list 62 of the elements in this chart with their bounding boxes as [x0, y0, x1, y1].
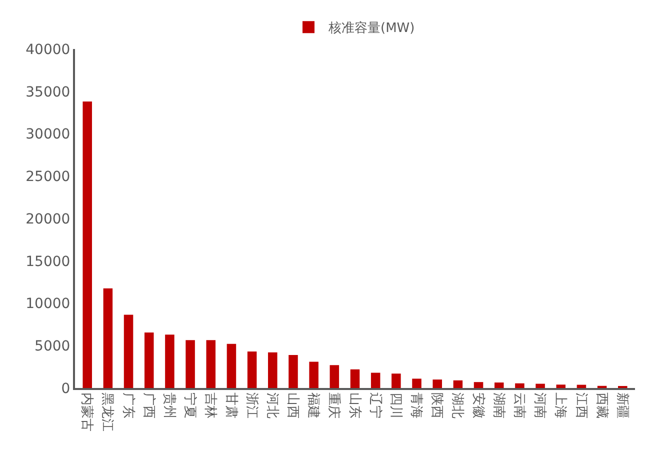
x-tick-label: 江西	[573, 392, 588, 419]
y-tick-label: 0	[61, 380, 70, 397]
bar	[515, 383, 524, 388]
x-tick-label: 内蒙古	[79, 392, 94, 432]
x-tick-label: 辽宁	[367, 392, 384, 419]
bar	[124, 314, 134, 388]
bar	[576, 384, 586, 388]
x-tick-label: 陕西	[429, 392, 444, 419]
x-tick-label: 四川	[388, 392, 403, 419]
x-tick-label: 湖南	[490, 392, 506, 419]
y-tick-label: 25000	[26, 169, 70, 186]
x-tick-label: 云南	[511, 392, 526, 419]
x-tick-label: 安徽	[470, 392, 486, 419]
bar	[288, 354, 298, 388]
x-tick-label: 广东	[120, 392, 136, 419]
x-tick-label: 山东	[346, 392, 362, 419]
x-tick-label: 山西	[285, 392, 300, 419]
bar	[453, 380, 463, 388]
bar	[247, 352, 257, 388]
x-tick-label: 湖北	[450, 392, 465, 419]
bar	[268, 352, 278, 388]
y-tick-label: 30000	[26, 126, 70, 143]
bar	[556, 384, 566, 388]
bar	[186, 340, 195, 388]
y-tick-label: 15000	[26, 254, 70, 270]
x-tick-label: 青海	[408, 392, 424, 419]
x-tick-label: 黑龙江	[100, 392, 115, 432]
bar	[412, 378, 422, 388]
x-tick-label: 宁夏	[182, 392, 198, 419]
y-tick-label: 35000	[26, 84, 70, 100]
bar	[103, 288, 113, 388]
bar	[309, 362, 318, 388]
bar	[392, 374, 401, 388]
bar	[82, 102, 92, 388]
bar	[165, 334, 174, 388]
bar	[350, 369, 360, 388]
x-tick-label: 浙江	[244, 392, 259, 419]
bar	[494, 382, 504, 388]
x-tick-label: 甘肃	[223, 392, 238, 419]
y-tick-label: 5000	[34, 338, 70, 355]
x-tick-label: 新疆	[614, 392, 630, 419]
x-tick-label: 广西	[140, 392, 156, 419]
y-tick-label: 20000	[26, 211, 70, 228]
bar	[206, 340, 216, 388]
x-tick-label: 上海	[552, 392, 568, 419]
bar	[144, 332, 154, 388]
x-tick-label: 重庆	[326, 392, 342, 419]
bar	[370, 372, 380, 388]
bar	[432, 380, 442, 388]
y-tick-label: 10000	[26, 296, 70, 312]
x-tick-label: 河北	[264, 392, 280, 419]
legend-label: 核准容量(MW)	[328, 20, 415, 36]
bar	[330, 365, 340, 388]
x-tick-label: 吉林	[202, 392, 218, 419]
x-tick-label: 河南	[532, 392, 548, 419]
x-tick-label: 贵州	[161, 392, 176, 419]
bar	[536, 384, 545, 388]
bar	[226, 344, 236, 388]
x-tick-label: 西藏	[594, 392, 609, 419]
bar	[474, 382, 484, 388]
y-tick-label: 40000	[26, 42, 70, 58]
x-tick-label: 福建	[306, 392, 321, 419]
